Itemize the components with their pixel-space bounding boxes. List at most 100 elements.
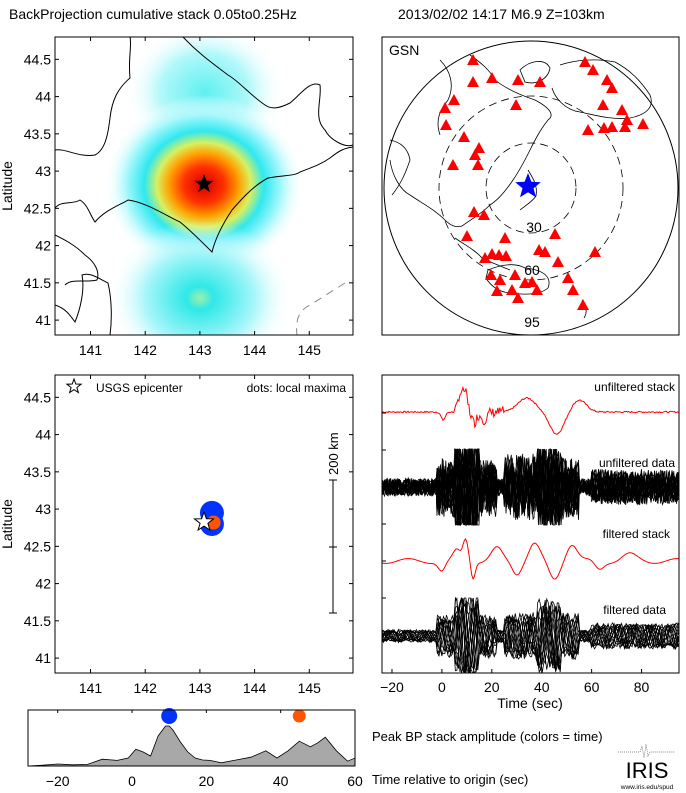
station-triangle-icon: [616, 104, 628, 115]
station-triangle-icon: [458, 131, 470, 142]
station-triangle-icon: [552, 256, 564, 267]
seismograms: −20 0 20 40 60 80 unfiltered stack unfiltered…: [380, 374, 680, 711]
axes-frame: [54, 36, 354, 336]
x-tick-label: 143: [188, 680, 212, 696]
station-map: GSN 30 60 95: [381, 36, 680, 336]
axes-frame: [381, 36, 680, 336]
x-tick-label: 0: [438, 679, 446, 695]
epicenter-star-icon: [515, 173, 541, 198]
coast-honshu: [55, 234, 99, 286]
station-triangle-icon: [598, 122, 610, 133]
trace-filtered-data: [382, 597, 679, 673]
x-tick-label: 141: [79, 342, 103, 358]
y-tick-label: 44.5: [24, 389, 51, 405]
station-triangle-icon: [467, 54, 479, 65]
y-tick-label: 42.5: [24, 200, 51, 216]
coast-hokkaido-north: [182, 37, 353, 147]
epicenter-star-icon: [193, 510, 215, 532]
y-tick-label: 43.5: [24, 464, 51, 480]
y-tick-label: 42.5: [24, 538, 51, 554]
coast-hokkaido-southwest: [55, 37, 132, 157]
station-triangle-icon: [531, 284, 543, 295]
x-axis-label: Time relative to origin (sec): [372, 772, 528, 787]
station-triangle-icon: [494, 274, 506, 285]
station-triangle-icon: [509, 269, 521, 280]
station-triangle-icon: [619, 121, 631, 132]
station-triangle-icon: [472, 159, 484, 170]
station-triangle-icon: [582, 124, 594, 135]
station-triangle-icon: [597, 99, 609, 110]
y-tick-label: 41.5: [24, 613, 51, 629]
iris-logo: IRIS www.iris.edu/spud: [618, 743, 675, 791]
station-triangle-icon: [601, 74, 613, 85]
epicenter-star-icon: [194, 174, 214, 193]
trace-filtered-data: [382, 601, 679, 673]
ring-label-95: 95: [524, 314, 540, 330]
trace-unfiltered-data: [382, 448, 679, 526]
station-triangle-icon: [479, 252, 491, 263]
y-tick-label: 41.5: [24, 275, 51, 291]
trace-filtered-data: [382, 597, 679, 673]
station-triangle-icon: [621, 114, 633, 125]
trace-unfiltered-data: [382, 448, 679, 526]
station-triangle-icon: [587, 64, 599, 75]
horizon-circle: [383, 40, 679, 335]
logo-url: www.iris.edu/spud: [620, 784, 674, 791]
y-axis-label: Latitude: [0, 499, 15, 549]
x-tick-label: 40: [273, 773, 289, 789]
y-tick-label: 43: [35, 501, 51, 517]
x-tick-label: −20: [380, 679, 404, 695]
station-triangle-icon: [526, 276, 538, 287]
station-triangle-icon: [439, 102, 451, 113]
station-triangle-icon: [447, 159, 459, 170]
station-triangle-icon: [512, 74, 524, 85]
x-tick-label: 145: [298, 342, 322, 358]
trace-filtered-stack: [382, 538, 679, 581]
scale-bar: [329, 479, 337, 614]
station-triangle-icon: [485, 269, 497, 280]
coast-europe: [437, 59, 452, 136]
y-tick-label: 41: [35, 312, 51, 328]
coast-hokkaido-south: [55, 485, 353, 590]
x-tick-label: 143: [188, 342, 212, 358]
y-tick-label: 44: [35, 89, 51, 105]
x-tick-label: 60: [347, 773, 363, 789]
peak-title: Peak BP stack amplitude (colors = time): [372, 729, 603, 744]
station-triangle-icon: [539, 246, 551, 257]
x-tick-label: 145: [298, 680, 322, 696]
station-triangle-icon: [579, 56, 591, 67]
series-label-unfiltered-stack: unfiltered stack: [594, 380, 676, 394]
figure-title: BackProjection cumulative stack 0.05to0.…: [9, 6, 297, 22]
station-triangle-icon: [473, 142, 485, 153]
series-label-unfiltered-data: unfiltered data: [599, 456, 675, 470]
coast-honshu: [55, 573, 98, 623]
x-tick-label: 141: [79, 680, 103, 696]
coast-eurasia: [389, 54, 552, 228]
station-triangle-icon: [512, 292, 524, 303]
trench-line: [296, 282, 346, 335]
station-triangle-icon: [468, 206, 480, 217]
heatmap-layer: [104, 37, 304, 335]
station-triangle-icon: [499, 232, 511, 243]
event-info: 2013/02/02 14:17 M6.9 Z=103km: [398, 6, 605, 22]
x-axis-label: Time (sec): [497, 695, 563, 711]
x-tick-label: 20: [199, 773, 215, 789]
station-triangle-icon: [589, 246, 601, 257]
logo-wordmark: IRIS: [626, 758, 669, 783]
peak-stack-amplitude: −20 0 20 40 60 Peak BP stack amplitude (colo…: [27, 708, 603, 789]
station-triangle-icon: [577, 299, 589, 310]
station-triangle-icon: [491, 285, 503, 296]
coast-north-america: [551, 59, 652, 119]
network-label: GSN: [389, 42, 419, 58]
x-tick-label: −20: [46, 773, 70, 789]
station-triangle-icon: [440, 119, 452, 130]
series-label-filtered-stack: filtered stack: [603, 527, 671, 541]
y-tick-label: 44: [35, 427, 51, 443]
station-triangle-icon: [500, 250, 512, 261]
station-triangle-icon: [461, 230, 473, 241]
ring-label-60: 60: [524, 262, 540, 278]
station-triangle-icon: [549, 228, 561, 239]
x-tick-label: 40: [534, 679, 550, 695]
peak-time-marker: [161, 708, 178, 724]
